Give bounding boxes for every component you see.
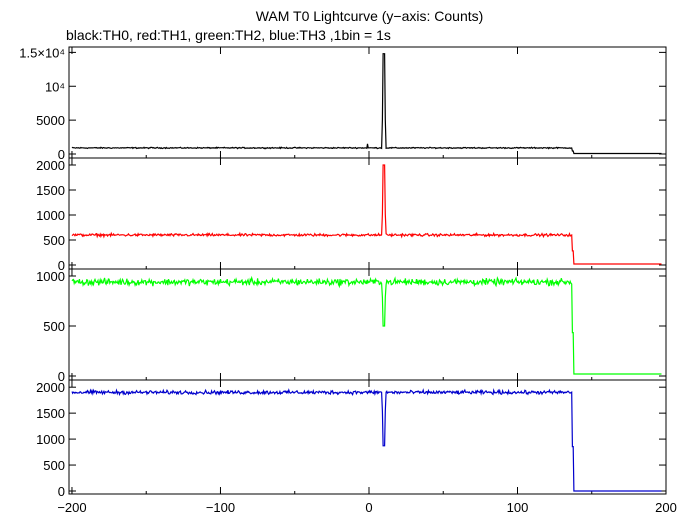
y-tick-label: 0	[58, 147, 65, 162]
series-line-th3	[71, 388, 662, 492]
y-tick-label: 0	[58, 484, 65, 499]
x-tick-label: 100	[507, 500, 529, 515]
chart-subtitle: black:TH0, red:TH1, green:TH2, blue:TH3 …	[66, 27, 391, 43]
y-tick-label: 1000	[36, 432, 65, 447]
y-tick-label: 5000	[36, 113, 65, 128]
chart-title: WAM T0 Lightcurve (y−axis: Counts)	[255, 8, 484, 24]
y-tick-label: 500	[43, 233, 65, 248]
panel-frame-th1	[68, 157, 667, 270]
y-tick-label: 1500	[36, 183, 65, 198]
panel-frame-th0	[68, 46, 667, 159]
y-tick-label: 2000	[36, 158, 65, 173]
y-tick-label: 1000	[36, 208, 65, 223]
panel-frame-th2	[68, 268, 667, 381]
y-tick-label: 2000	[36, 380, 65, 395]
y-tick-label: 500	[43, 458, 65, 473]
series-line-th0	[71, 53, 662, 155]
panel-frame-th3	[68, 379, 667, 495]
series-line-th1	[71, 164, 662, 265]
y-tick-label: 10⁴	[45, 79, 65, 94]
series-line-th2	[71, 275, 662, 375]
y-tick-label: 1.5×10⁴	[19, 45, 65, 60]
x-tick-label: 200	[655, 500, 677, 515]
y-tick-label: 1000	[36, 269, 65, 284]
x-tick-label: 0	[365, 500, 372, 515]
x-tick-label: −200	[57, 500, 86, 515]
x-tick-label: −100	[206, 500, 235, 515]
y-tick-label: 1500	[36, 406, 65, 421]
y-tick-label: 500	[43, 319, 65, 334]
y-tick-label: 0	[58, 258, 65, 273]
y-tick-label: 0	[58, 369, 65, 384]
